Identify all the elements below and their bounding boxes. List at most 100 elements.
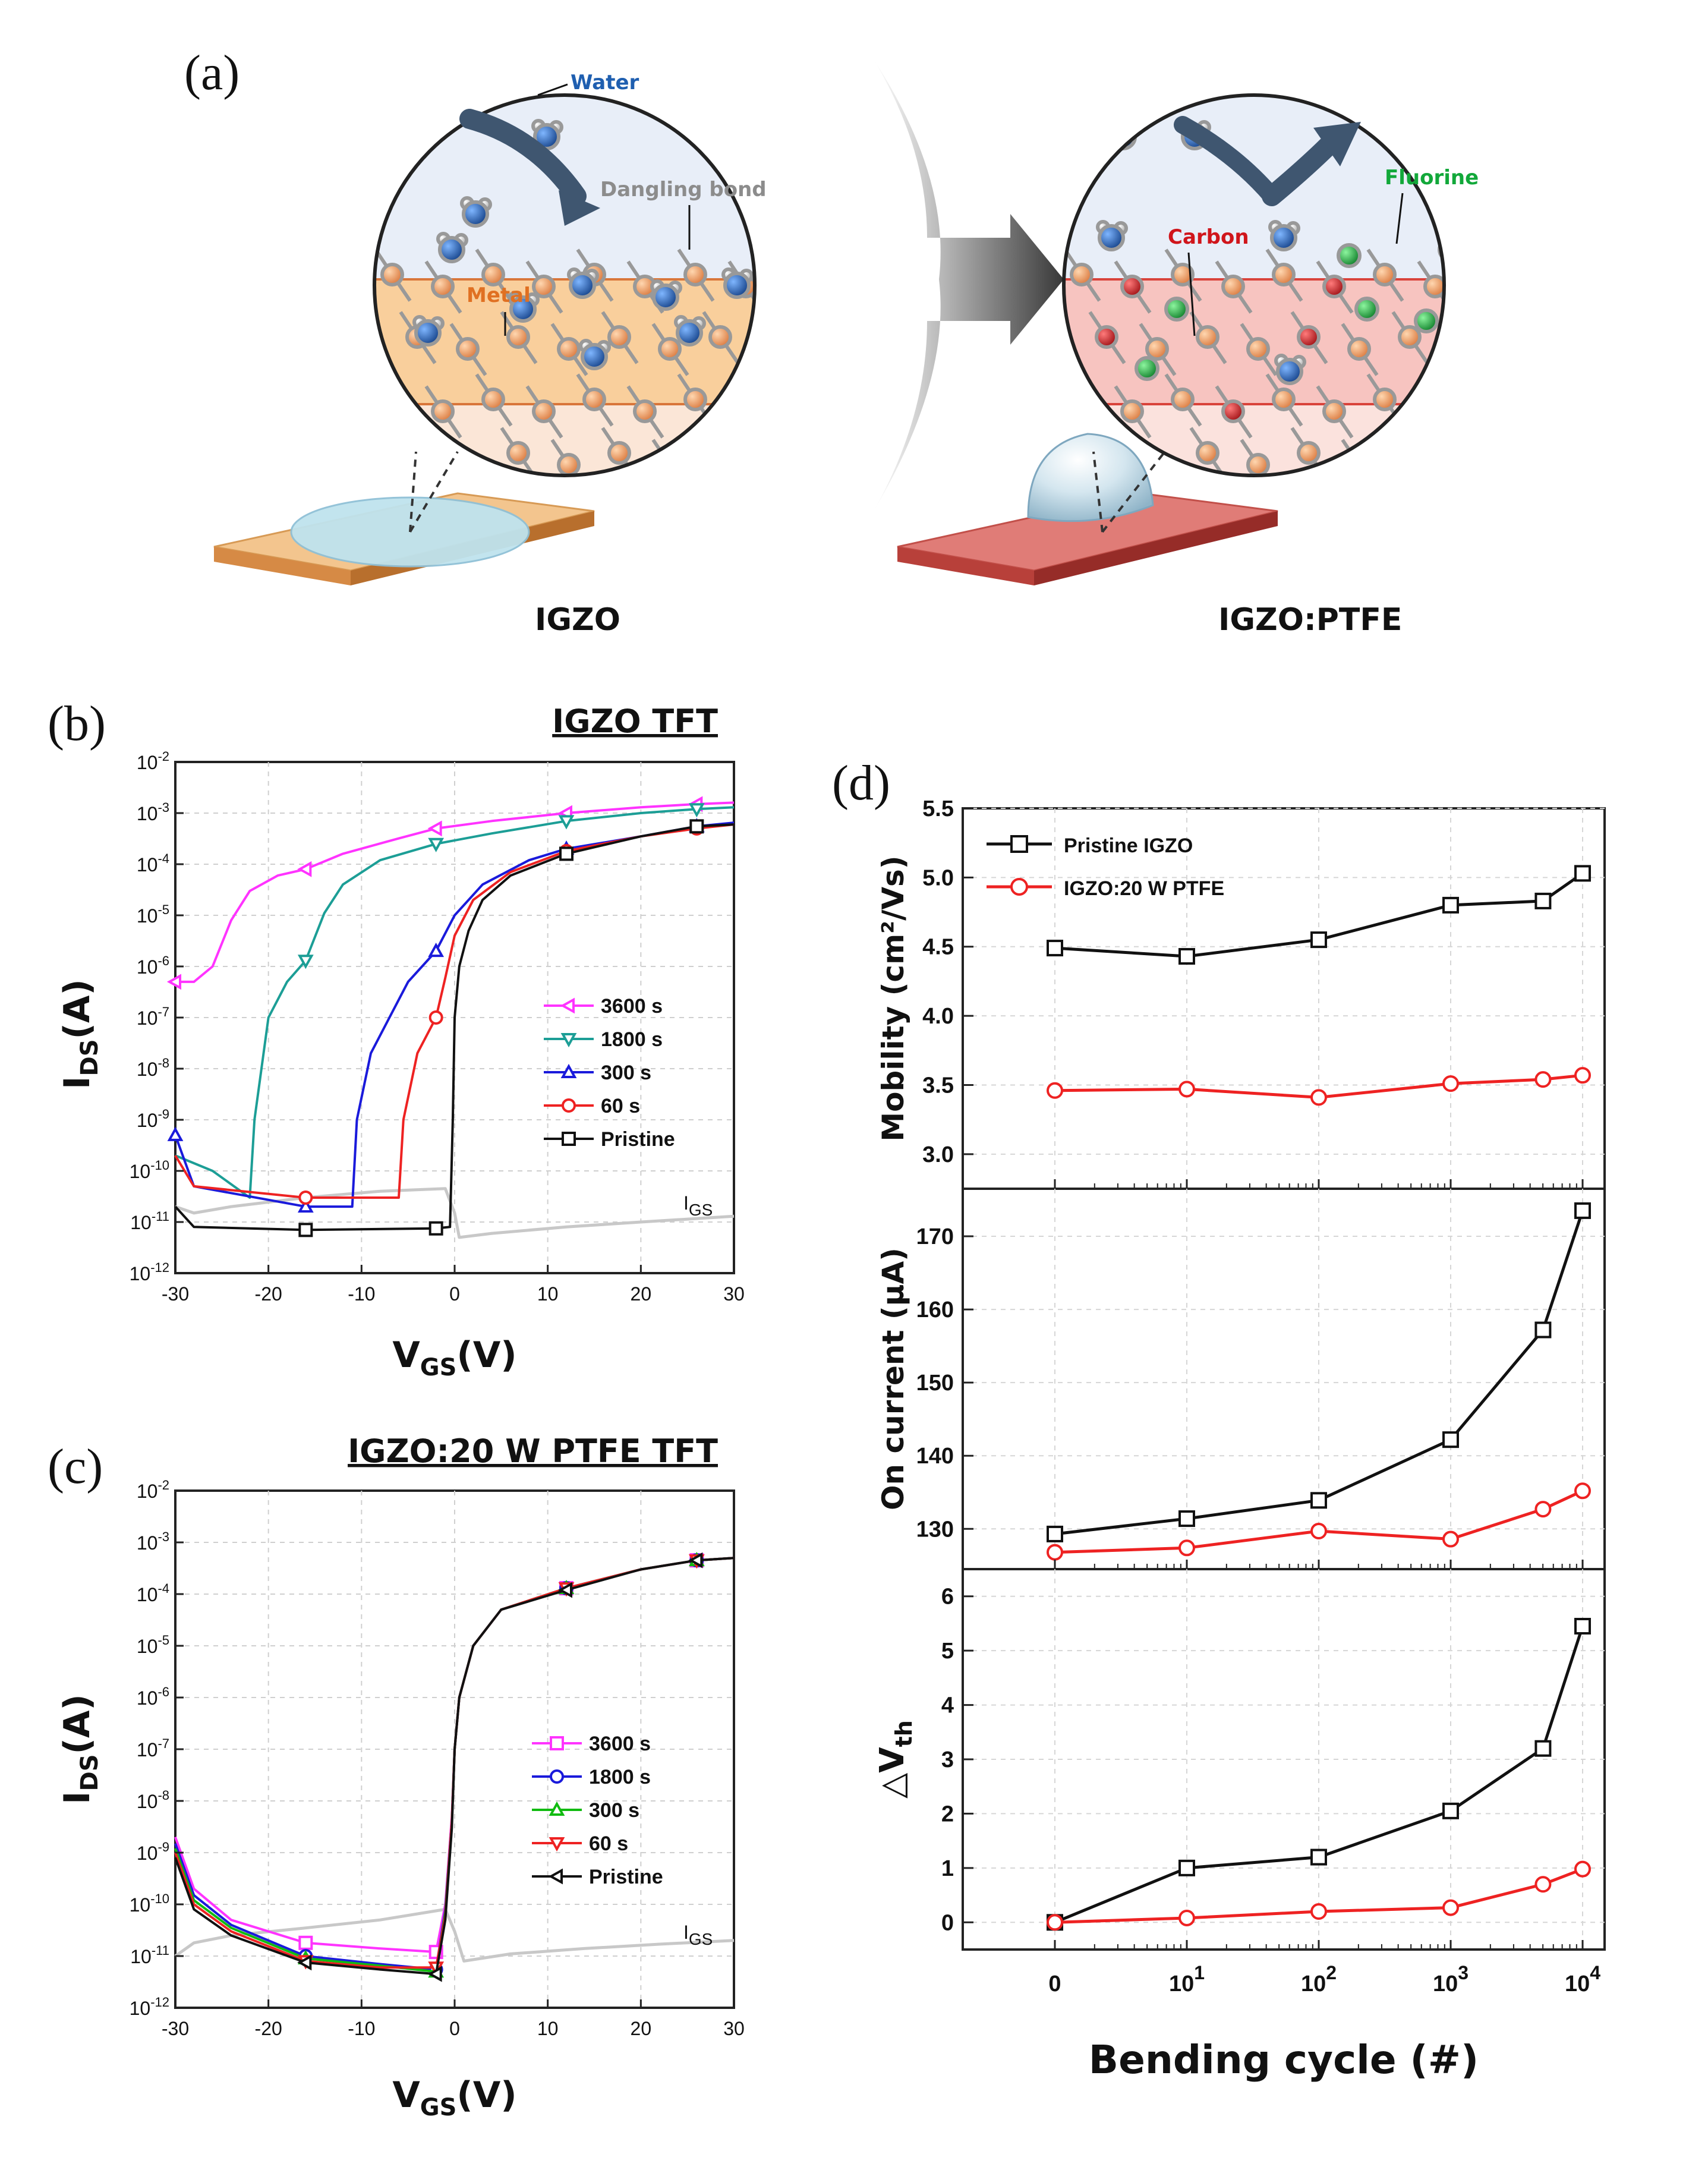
legend-label-pristine-igzo: Pristine IGZO [1064,834,1193,857]
marker-1800-s [297,955,314,969]
y-tick-label: 10-6 [137,1684,169,1709]
metal-atom [1221,275,1245,298]
legend-marker-pristine [562,1132,576,1146]
marker-300-s [428,942,445,958]
legend-label-1800-s: 1800 s [601,1028,663,1051]
y-tick-label: 0 [941,1910,954,1935]
legend-label-300-s: 300 s [601,1062,651,1084]
metal-atom [481,388,505,411]
y-tick-label: 4.5 [922,935,954,960]
metal-atom [1347,337,1371,361]
x-tick-label: 0 [449,1283,460,1305]
y-tick-label: 5.0 [922,865,954,890]
metal-atom [708,325,732,349]
panel-c-legend: 3600 s 1800 s 300 s 60 s Pristine [532,1733,663,1888]
x-tick-label: 20 [631,1283,652,1305]
marker-pristine [428,1221,443,1236]
panel-a-schematic: (a) IGZO Water Dangling bond [184,45,1479,638]
panel-c-xlabel: VGS(V) [392,2074,516,2121]
fluorine-atom [1354,297,1379,322]
x-tick-label: 30 [723,1283,745,1305]
marker-igzo-20-w-ptfe [1310,1089,1327,1106]
metal-atom [456,453,480,475]
marker-pristine [689,819,704,834]
marker-igzo-20-w-ptfe [1534,1876,1552,1893]
panel-c-igs-label: IGS [683,1922,713,1948]
panel-a-letter: (a) [184,45,240,100]
metal-atom [1347,453,1371,475]
metal-atom [1145,337,1169,361]
y-tick-label: 10-9 [137,1840,169,1864]
water-molecule-icon [462,200,489,228]
metal-atom [1398,441,1422,465]
legend-marker-igzo-20-w-ptfe [1010,878,1028,896]
legend-marker-3600-s [560,997,575,1014]
metal-atom [1145,453,1169,475]
water-molecule-icon [438,236,465,263]
hydrogen-atom [401,131,415,145]
legend-marker-1800-s [560,1033,577,1048]
metal-atom [1120,399,1144,423]
marker-pristine-igzo [1310,1848,1327,1866]
marker-pristine-igzo [1047,1525,1063,1542]
metal-atom [658,453,682,475]
legend-label-300-s: 300 s [589,1799,639,1822]
x-tick-label: 102 [1301,1962,1337,1996]
metal-atom [683,388,707,411]
metal-atom [1297,441,1321,465]
marker-300-s [167,1126,184,1141]
y-tick-label: 150 [916,1371,954,1396]
marker-pristine-igzo [1534,1740,1552,1757]
marker-pristine [298,1223,313,1237]
legend-label-pristine: Pristine [601,1128,675,1151]
marker-pristine-igzo [1442,896,1459,914]
marker-pristine-igzo [1534,892,1552,909]
y-tick-label: 5 [941,1639,954,1664]
marker-1800-s [688,803,705,818]
marker-pristine-igzo [1047,940,1063,957]
y-tick-label: 10-8 [137,1056,169,1080]
marker-igzo-20-w-ptfe [1574,1482,1591,1500]
water-molecule-icon [509,295,537,323]
marker-300-s [297,1198,314,1213]
water-molecule-icon [569,272,596,299]
marker-3600-s [297,861,312,877]
x-tick-label: 101 [1169,1962,1205,1996]
panel-c-letter: (c) [48,1439,103,1494]
y-tick-label: 10-4 [137,1581,169,1605]
x-tick-label: 10 [537,1283,559,1305]
water-molecule-icon [1276,358,1303,385]
panel-c-title: IGZO:20 W PTFE TFT [348,1432,718,1470]
marker-pristine-igzo [1310,1492,1327,1509]
y-tick-label: 10-3 [137,800,169,824]
metal-atom [582,388,606,411]
metal-atom [380,388,404,411]
legend-label-pristine: Pristine [589,1866,663,1888]
legend-marker-300-s [560,1063,577,1078]
series-line-pristine [174,1557,735,1976]
x-tick-label: 30 [723,2018,745,2039]
water-molecule-icon [676,319,703,347]
y-tick-label: 10-7 [137,1736,169,1761]
marker-pristine-igzo [1178,948,1195,965]
series-line-pristine-igzo [1054,1626,1584,1924]
marker-pristine-igzo [1310,931,1327,949]
metal-atom [1450,455,1470,475]
water-droplet [1027,433,1154,522]
metal-atom [506,325,530,349]
x-tick-label: 103 [1433,1962,1468,1996]
carbon-atom [1221,399,1245,423]
panel-b-ylabel: IDS(A) [56,979,103,1089]
marker-pristine-igzo [1178,1859,1195,1876]
metal-atom [633,399,657,423]
y-tick-label: 3 [941,1747,954,1772]
y-tick-label: 130 [916,1517,954,1542]
carbon-atom [1423,399,1444,423]
legend-marker-pristine-igzo [1010,835,1028,853]
y-tick-label: 4.0 [922,1004,954,1029]
water-molecule-icon [723,272,751,299]
metal-atom [557,337,581,361]
water-molecule-icon [414,319,442,347]
metal-atom [532,275,556,298]
metal-atom [1196,325,1219,349]
